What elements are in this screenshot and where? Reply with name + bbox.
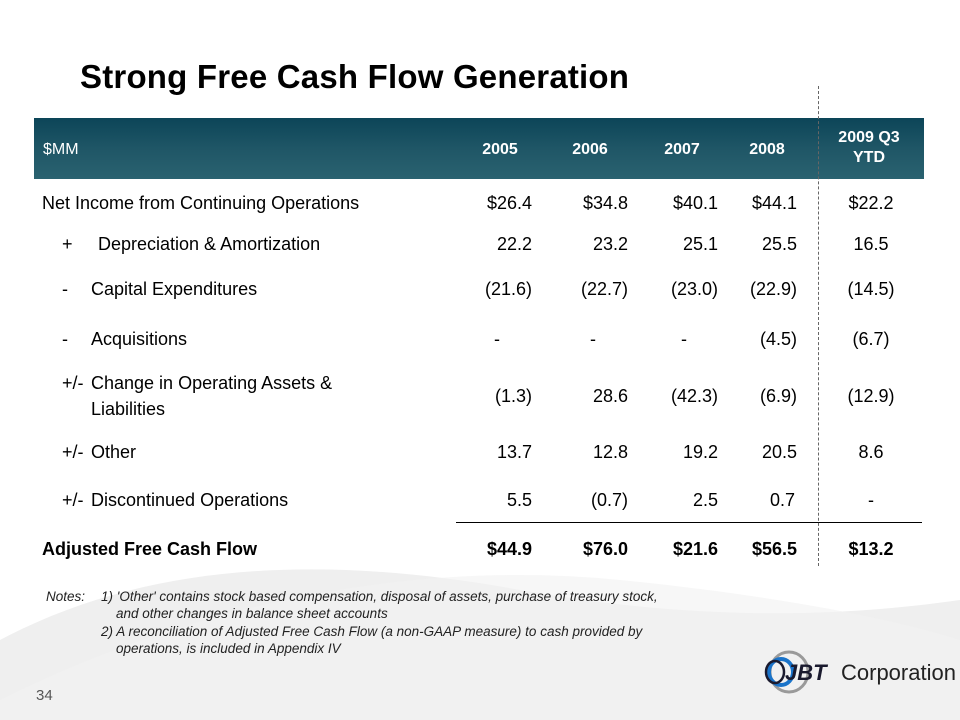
cell-2007: 19.2: [682, 442, 718, 462]
cell-2005: $26.4: [486, 193, 532, 213]
page-number: 34: [36, 687, 53, 704]
total-2009-ytd: $13.2: [848, 539, 894, 559]
cell-2006: 23.2: [592, 234, 628, 254]
row-label: Capital Expenditures: [91, 279, 258, 299]
cell-2009-ytd: 8.6: [858, 442, 884, 462]
unit-label: $MM: [43, 141, 79, 158]
row-sign: +: [62, 234, 73, 254]
cell-2007: 25.1: [682, 234, 718, 254]
logo-text: Corporation: [841, 660, 956, 685]
row-label-line1: Change in Operating Assets &: [91, 373, 333, 393]
cell-2005: -: [494, 329, 500, 349]
cell-2009-ytd: (12.9): [847, 386, 895, 406]
total-2006: $76.0: [582, 539, 628, 559]
note-2-line1: 2) A reconciliation of Adjusted Free Cas…: [101, 624, 643, 639]
row-label: Other: [91, 442, 137, 462]
row-label: Acquisitions: [91, 329, 188, 349]
cell-2005: 13.7: [496, 442, 532, 462]
cell-2008: $44.1: [751, 193, 797, 213]
row-sign: +/-: [62, 373, 84, 393]
cell-2006: (0.7): [590, 490, 628, 510]
row-label: Net Income from Continuing Operations: [42, 193, 360, 213]
cell-2005: 5.5: [506, 490, 532, 510]
cell-2009-ytd: (14.5): [847, 279, 895, 299]
cell-2008: 0.7: [769, 490, 795, 510]
company-logo: JBT Corporation: [763, 648, 956, 696]
col-header-2007: 2007: [664, 141, 700, 158]
row-sign: -: [62, 279, 68, 299]
cell-2008: 25.5: [761, 234, 797, 254]
cell-2006: 12.8: [592, 442, 628, 462]
col-header-2008: 2008: [749, 141, 785, 158]
cell-2009-ytd: 16.5: [853, 234, 889, 254]
slide-title: Strong Free Cash Flow Generation: [80, 58, 630, 95]
cell-2007: (42.3): [670, 386, 718, 406]
cell-2006: 28.6: [592, 386, 628, 406]
cell-2009-ytd: -: [868, 490, 874, 510]
cell-2008: 20.5: [761, 442, 797, 462]
col-header-2005: 2005: [482, 141, 518, 158]
total-label: Adjusted Free Cash Flow: [42, 539, 258, 559]
col-header-ytd-line2: YTD: [853, 149, 885, 166]
col-header-ytd: 2009 Q3 YTD: [824, 128, 914, 168]
note-1-line1: 1) 'Other' contains stock based compensa…: [101, 589, 658, 604]
total-2007: $21.6: [672, 539, 718, 559]
note-1-line2: and other changes in balance sheet accou…: [116, 606, 388, 621]
cell-2009-ytd: $22.2: [848, 193, 894, 213]
cell-2007: -: [681, 329, 687, 349]
row-label: Depreciation & Amortization: [98, 234, 321, 254]
cell-2007: $40.1: [672, 193, 718, 213]
row-sign: -: [62, 329, 68, 349]
cell-2006: $34.8: [582, 193, 628, 213]
cell-2009-ytd: (6.7): [852, 329, 890, 349]
cell-2005: (21.6): [484, 279, 532, 299]
cell-2005: 22.2: [496, 234, 532, 254]
logo-mark: JBT: [785, 660, 828, 685]
cell-2007: (23.0): [670, 279, 718, 299]
notes-label: Notes:: [46, 589, 86, 604]
row-label: Discontinued Operations: [91, 490, 289, 510]
jbt-swoosh-logo-icon: JBT: [764, 650, 828, 694]
ytd-divider: [818, 86, 819, 566]
col-header-2006: 2006: [572, 141, 608, 158]
cell-2008: (6.9): [759, 386, 797, 406]
cell-2007: 2.5: [692, 490, 718, 510]
cell-2006: (22.7): [580, 279, 628, 299]
row-sign: +/-: [62, 442, 84, 462]
note-2-line2: operations, is included in Appendix IV: [116, 641, 341, 656]
total-2008: $56.5: [751, 539, 797, 559]
cell-2008: (4.5): [759, 329, 797, 349]
cell-2005: (1.3): [494, 386, 532, 406]
row-sign: +/-: [62, 490, 84, 510]
table-header: $MM 2005 2006 2007 2008 2009 Q3 YTD: [34, 118, 924, 179]
row-label-line2: Liabilities: [91, 399, 166, 419]
col-header-ytd-line1: 2009 Q3: [838, 129, 900, 146]
cell-2008: (22.9): [749, 279, 797, 299]
cell-2006: -: [590, 329, 596, 349]
subtotal-rule: [456, 522, 922, 523]
total-2005: $44.9: [486, 539, 532, 559]
